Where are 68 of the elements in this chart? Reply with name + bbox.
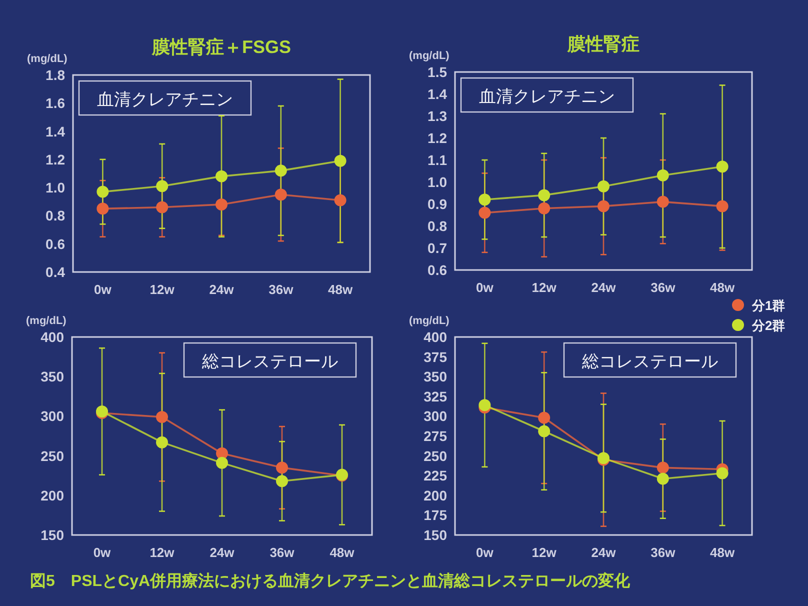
y-tick-label: 200	[40, 487, 64, 504]
y-tick-label: 300	[40, 408, 64, 424]
y-tick-label: 1.5	[428, 64, 448, 80]
y-axis-title: (mg/dL)	[409, 50, 450, 62]
text: 血清クレアチニン	[479, 87, 615, 106]
y-tick-label: 350	[424, 368, 448, 385]
y-tick-label: 0.8	[428, 218, 448, 234]
text: 総コレステロール	[581, 352, 718, 371]
x-tick-label: 24w	[210, 545, 236, 560]
y-tick-label: 175	[424, 507, 448, 524]
x-tick-label: 24w	[209, 282, 235, 297]
y-tick-label: 0.4	[46, 264, 66, 280]
y-tick-label: 275	[424, 428, 448, 444]
x-tick-label: 36w	[650, 545, 676, 560]
chart-title: 膜性腎症＋FSGS	[150, 37, 292, 57]
y-tick-label: 1.0	[46, 180, 66, 196]
y-tick-label: 200	[424, 487, 448, 504]
y-tick-label: 1.3	[428, 108, 448, 124]
y-tick-label: 375	[424, 348, 448, 365]
y-tick-label: 400	[40, 329, 64, 345]
text: 総コレステロール	[201, 352, 338, 371]
y-tick-label: 0.6	[428, 262, 448, 278]
x-tick-label: 24w	[591, 280, 617, 295]
x-tick-label: 48w	[328, 282, 354, 297]
x-tick-label: 0w	[476, 280, 494, 295]
y-tick-label: 325	[424, 388, 448, 404]
y-tick-label: 250	[40, 448, 64, 464]
y-axis-title: (mg/dL)	[409, 315, 450, 327]
x-tick-label: 48w	[710, 545, 736, 560]
x-tick-label: 36w	[650, 280, 676, 295]
y-tick-label: 1.4	[46, 123, 66, 140]
x-tick-label: 0w	[94, 282, 112, 297]
x-tick-label: 12w	[532, 280, 558, 295]
y-tick-label: 1.4	[428, 86, 448, 102]
y-tick-label: 1.8	[46, 67, 66, 83]
y-tick-label: 0.8	[46, 208, 66, 224]
x-tick-label: 12w	[532, 545, 558, 560]
y-tick-label: 225	[424, 468, 448, 484]
y-tick-label: 0.7	[428, 240, 448, 256]
y-tick-label: 400	[424, 329, 448, 345]
text: 血清クレアチニン	[97, 90, 233, 109]
y-tick-label: 150	[40, 527, 64, 543]
x-tick-label: 24w	[591, 545, 617, 560]
x-tick-label: 48w	[710, 280, 736, 295]
x-tick-label: 36w	[270, 545, 296, 560]
x-tick-label: 12w	[150, 282, 176, 297]
x-tick-label: 36w	[268, 282, 294, 297]
legend-label: 分1群	[751, 298, 786, 313]
x-tick-label: 12w	[150, 545, 176, 560]
y-tick-label: 300	[424, 408, 448, 424]
y-tick-label: 1.6	[46, 95, 66, 112]
y-tick-label: 0.6	[46, 236, 66, 252]
x-tick-label: 0w	[476, 545, 494, 560]
y-axis-title: (mg/dL)	[27, 53, 68, 65]
x-tick-label: 48w	[330, 545, 356, 560]
y-tick-label: 250	[424, 448, 448, 464]
y-tick-label: 1.2	[46, 151, 66, 168]
x-tick-label: 0w	[93, 545, 112, 560]
y-tick-label: 150	[424, 527, 448, 543]
y-tick-label: 0.9	[428, 196, 448, 212]
caption: 図5 PSLとCyA併用療法における血清クレアチニンと血清総コレステロールの変化	[30, 571, 632, 590]
legend-label: 分2群	[751, 318, 786, 333]
chart-title: 膜性腎症	[566, 34, 640, 54]
y-tick-label: 1.2	[428, 130, 448, 146]
y-tick-label: 1.1	[428, 152, 448, 168]
y-tick-label: 350	[40, 368, 64, 385]
y-axis-title: (mg/dL)	[26, 315, 67, 327]
y-tick-label: 1.0	[428, 174, 448, 190]
